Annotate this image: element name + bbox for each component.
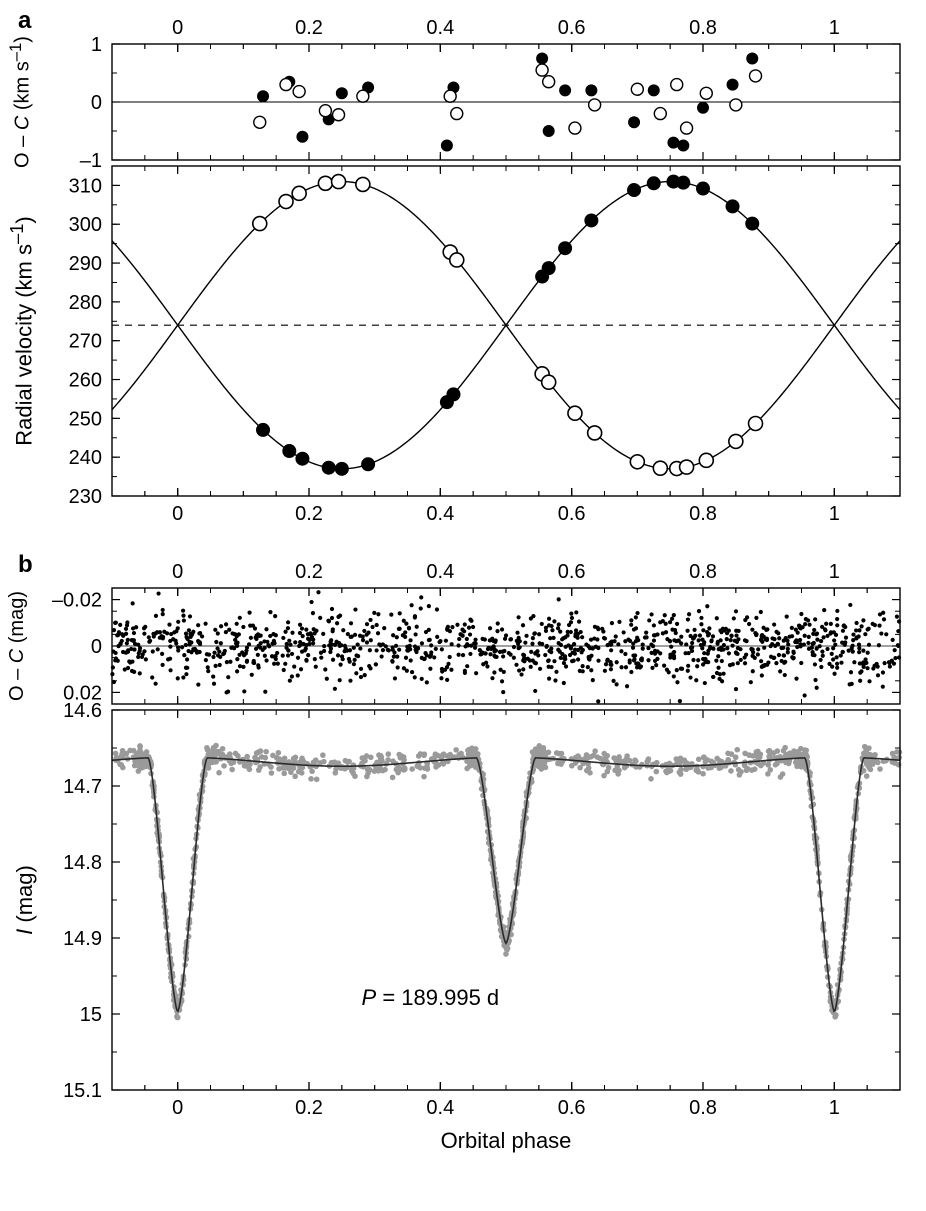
- svg-text:240: 240: [69, 447, 102, 469]
- svg-text:0.6: 0.6: [558, 1097, 586, 1119]
- svg-text:14.8: 14.8: [63, 852, 102, 874]
- svg-text:260: 260: [69, 370, 102, 392]
- svg-text:0.4: 0.4: [426, 503, 454, 525]
- svg-text:14.6: 14.6: [63, 700, 102, 722]
- svg-text:0: 0: [172, 1097, 183, 1119]
- panel-b-residuals: [110, 590, 901, 703]
- svg-text:0.2: 0.2: [295, 503, 323, 525]
- svg-text:0.8: 0.8: [689, 503, 717, 525]
- svg-text:14.7: 14.7: [63, 776, 102, 798]
- svg-text:0: 0: [172, 561, 183, 583]
- svg-text:0.2: 0.2: [295, 1097, 323, 1119]
- svg-text:0.2: 0.2: [295, 17, 323, 39]
- svg-text:0.2: 0.2: [295, 561, 323, 583]
- figure-svg: a00.20.40.60.81–101O – C (km s–1)00.20.4…: [0, 0, 926, 1211]
- panel-a-label: a: [18, 7, 32, 34]
- svg-text:0.4: 0.4: [426, 17, 454, 39]
- svg-text:0.6: 0.6: [558, 17, 586, 39]
- svg-text:310: 310: [69, 175, 102, 197]
- panel-a-rv: [112, 175, 900, 476]
- panel-b-label: b: [18, 551, 33, 578]
- svg-text:270: 270: [69, 331, 102, 353]
- svg-text:1: 1: [829, 561, 840, 583]
- svg-text:290: 290: [69, 253, 102, 275]
- svg-text:–1: –1: [80, 150, 102, 172]
- svg-text:1: 1: [829, 503, 840, 525]
- svg-text:230: 230: [69, 486, 102, 508]
- period-annotation: P = 189.995 d: [362, 985, 622, 1025]
- svg-text:250: 250: [69, 408, 102, 430]
- svg-text:280: 280: [69, 292, 102, 314]
- svg-text:0.8: 0.8: [689, 561, 717, 583]
- svg-text:0.6: 0.6: [558, 503, 586, 525]
- svg-text:15: 15: [80, 1004, 102, 1026]
- svg-text:14.9: 14.9: [63, 928, 102, 950]
- svg-text:1: 1: [91, 34, 102, 56]
- svg-text:0: 0: [91, 636, 102, 658]
- svg-text:15.1: 15.1: [63, 1080, 102, 1102]
- svg-text:0.8: 0.8: [689, 1097, 717, 1119]
- svg-text:1: 1: [829, 17, 840, 39]
- svg-text:0.6: 0.6: [558, 561, 586, 583]
- svg-text:0: 0: [91, 92, 102, 114]
- svg-text:0.4: 0.4: [426, 1097, 454, 1119]
- panel-a-residuals: [112, 53, 900, 152]
- panel-b-lightcurve: [112, 743, 902, 1021]
- svg-text:0: 0: [172, 17, 183, 39]
- svg-text:1: 1: [829, 1097, 840, 1119]
- svg-text:0.8: 0.8: [689, 17, 717, 39]
- svg-text:0.4: 0.4: [426, 561, 454, 583]
- x-axis-label: Orbital phase: [441, 1128, 572, 1153]
- svg-text:0: 0: [172, 503, 183, 525]
- svg-text:300: 300: [69, 214, 102, 236]
- svg-text:–0.02: –0.02: [52, 590, 102, 612]
